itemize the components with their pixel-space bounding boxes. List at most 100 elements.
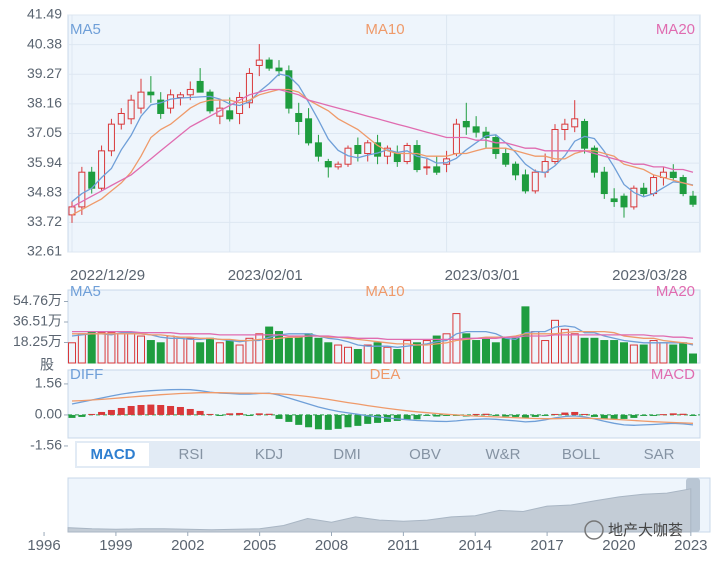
volume-bar xyxy=(383,346,392,364)
unit-label: 股 xyxy=(40,357,54,373)
tab-active[interactable] xyxy=(77,443,149,466)
candle-body xyxy=(679,177,687,195)
volume-bar xyxy=(610,340,619,364)
macd-bar xyxy=(117,407,125,415)
macd-bar xyxy=(393,414,401,421)
volume-bar xyxy=(235,344,244,364)
macd-bar xyxy=(236,412,244,415)
volume-bar xyxy=(117,333,126,364)
macd-bar xyxy=(157,404,165,415)
volume-bar xyxy=(97,332,106,364)
volume-bar xyxy=(146,340,155,364)
macd-bar xyxy=(600,414,608,419)
candle-body xyxy=(196,80,204,93)
volume-bar xyxy=(215,342,224,364)
legend-label: MA5 xyxy=(70,283,101,300)
y-tick-label: 35.94 xyxy=(27,154,62,170)
y-tick-label: 41.49 xyxy=(27,6,62,22)
legend-label: MACD xyxy=(651,366,695,383)
macd-bar xyxy=(305,414,313,428)
x-tick-label: 2020 xyxy=(602,537,635,554)
volume-bar xyxy=(462,333,471,364)
macd-bar xyxy=(344,414,352,428)
volume-bar xyxy=(639,344,648,364)
macd-bar xyxy=(689,414,697,416)
volume-bar xyxy=(442,333,451,364)
macd-bar xyxy=(265,413,273,415)
volume-bar xyxy=(156,342,165,364)
candle-body xyxy=(571,118,579,128)
volume-bar xyxy=(107,332,116,364)
x-tick-label: 2014 xyxy=(459,537,492,554)
volume-bar xyxy=(353,349,362,364)
y-tick-label: 32.61 xyxy=(27,243,62,259)
tab[interactable]: KDJ xyxy=(255,446,283,463)
macd-bar xyxy=(186,408,194,415)
macd-bar xyxy=(659,414,667,416)
tab[interactable]: RSI xyxy=(178,446,203,463)
macd-bar xyxy=(472,413,480,415)
volume-bar xyxy=(176,337,185,364)
candle-body xyxy=(364,142,372,155)
macd-bar xyxy=(531,414,539,417)
x-tick-label: 2008 xyxy=(315,537,348,554)
candle-body xyxy=(117,112,125,125)
overview-area xyxy=(67,488,692,533)
volume-bar xyxy=(659,342,668,364)
y-tick-label: 34.83 xyxy=(27,183,62,199)
macd-bar xyxy=(433,414,441,417)
candle-body xyxy=(107,123,115,152)
y-tick-label: 38.16 xyxy=(27,95,62,111)
volume-bar xyxy=(669,344,678,364)
watermark: 地产大咖荟 xyxy=(584,520,683,540)
macd-bar xyxy=(669,413,677,415)
macd-bar xyxy=(107,409,115,415)
volume-bar xyxy=(137,335,145,364)
macd-bar xyxy=(502,414,510,417)
y-tick-label: 33.72 xyxy=(27,213,62,229)
volume-bar xyxy=(551,319,559,364)
candle-body xyxy=(255,59,263,66)
candle-body xyxy=(265,59,273,69)
legend-label: MA20 xyxy=(656,283,695,300)
candle-body xyxy=(206,91,214,112)
volume-bar xyxy=(560,328,569,364)
candle-body xyxy=(423,166,431,169)
macd-bar xyxy=(295,414,303,425)
tab[interactable]: MACD xyxy=(91,446,136,463)
volume-bar xyxy=(679,342,688,364)
macd-bar xyxy=(610,414,618,420)
volume-bar xyxy=(590,337,599,364)
candle-body xyxy=(413,145,421,171)
candle-body xyxy=(226,110,234,120)
candle-body xyxy=(314,142,322,157)
macd-bar xyxy=(482,413,490,415)
volume-bar xyxy=(196,342,205,364)
tab[interactable]: SAR xyxy=(644,446,675,463)
macd-bar xyxy=(127,405,135,415)
tab[interactable]: DMI xyxy=(333,446,361,463)
candle-body xyxy=(482,131,490,139)
tab[interactable]: BOLL xyxy=(562,446,600,463)
candle-body xyxy=(127,99,135,120)
macd-bar xyxy=(285,414,293,422)
volume-bar xyxy=(403,340,412,364)
volume-bar xyxy=(482,337,490,364)
x-tick-label: 2005 xyxy=(243,537,276,554)
tab[interactable]: W&R xyxy=(486,446,521,463)
macd-bar xyxy=(206,413,214,415)
volume-bar xyxy=(186,337,195,364)
legend-label: MA5 xyxy=(70,21,101,38)
volume-bar xyxy=(580,337,589,364)
macd-bar xyxy=(492,414,500,416)
macd-bar xyxy=(314,414,322,430)
volume-bar xyxy=(472,340,481,364)
volume-bar xyxy=(225,340,234,364)
macd-bar xyxy=(216,414,224,416)
volume-bar xyxy=(363,344,372,364)
y-tick-label: 18.25万 xyxy=(13,333,62,349)
tab[interactable]: OBV xyxy=(409,446,441,463)
volume-bar xyxy=(413,342,421,364)
macd-bar xyxy=(521,414,529,418)
